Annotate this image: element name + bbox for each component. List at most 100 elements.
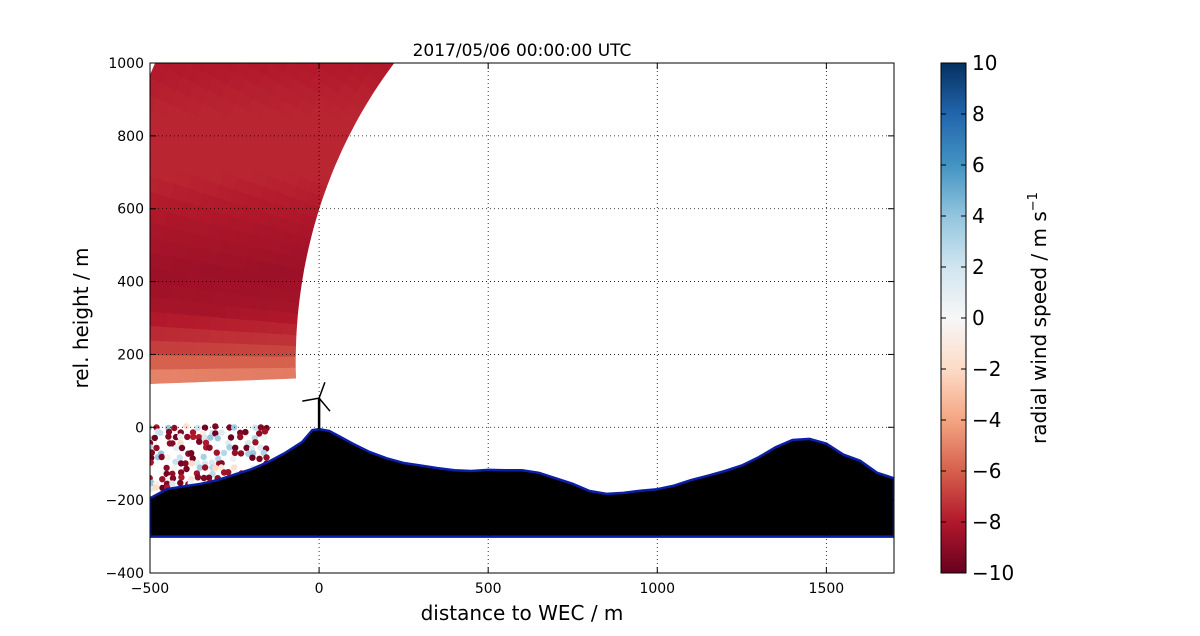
scatter-point	[178, 474, 185, 481]
scatter-point	[208, 459, 216, 466]
wind-cell	[251, 63, 271, 75]
wind-cell	[401, 22, 419, 41]
wind-cell	[310, 17, 329, 37]
wind-cell	[408, 14, 426, 33]
wind-cell	[150, 368, 152, 385]
wind-cell	[111, 182, 129, 201]
wind-cell	[179, 354, 195, 370]
wind-cell	[150, 175, 161, 195]
wind-cell	[175, 42, 195, 63]
wind-cell	[93, 370, 108, 386]
wind-cell	[313, 0, 332, 7]
wind-cell	[164, 326, 181, 342]
scatter-point	[189, 455, 196, 462]
terrain	[150, 427, 894, 538]
y-tick-label: 600	[117, 202, 144, 218]
scatter-point	[190, 433, 197, 440]
scatter-point	[194, 474, 202, 481]
wind-cell	[294, 0, 313, 8]
wind-cell	[277, 40, 296, 60]
wind-cell	[150, 340, 166, 356]
wind-cell	[245, 63, 254, 68]
wind-cell	[208, 355, 224, 369]
scatter-point	[218, 429, 225, 436]
wind-cell	[182, 28, 202, 49]
scatter-point	[227, 434, 235, 441]
scatter-point	[252, 439, 259, 446]
wind-cell	[193, 328, 210, 343]
wind-cell	[150, 325, 167, 342]
wind-cell	[150, 191, 157, 209]
wind-cell	[197, 275, 215, 291]
scatter-point	[242, 428, 249, 436]
x-tick-label: 1000	[639, 581, 675, 597]
wind-cell	[315, 37, 334, 56]
wind-cell	[179, 368, 195, 383]
scatter-point	[182, 460, 189, 467]
wind-cell	[232, 63, 253, 80]
wind-cell	[150, 94, 158, 113]
scatter-point	[194, 424, 201, 432]
wind-cell	[169, 20, 189, 41]
wind-cell	[324, 0, 343, 16]
wind-cell	[251, 355, 267, 369]
x-tick-label: 500	[475, 581, 502, 597]
wind-cell	[182, 286, 199, 303]
wind-cell	[369, 0, 387, 9]
scatter-point	[165, 433, 172, 440]
wind-cell	[208, 10, 228, 31]
wind-cell	[237, 355, 253, 369]
wind-cell	[280, 355, 296, 368]
scatter-point	[243, 444, 250, 451]
wind-cell	[439, 0, 456, 3]
wind-cell	[282, 63, 302, 80]
wind-cell	[93, 338, 108, 354]
colorbar-tick-label: −8	[972, 510, 1001, 534]
colorbar-tick-label: 4	[972, 204, 985, 228]
scatter-point	[202, 439, 210, 446]
scatter-point	[151, 434, 158, 442]
wind-cell	[255, 0, 275, 11]
wind-cell	[100, 244, 117, 262]
wind-cell	[179, 341, 195, 356]
wind-cell	[150, 76, 163, 99]
wind-cell	[413, 0, 431, 6]
scatter-point	[184, 433, 191, 441]
wind-cell	[372, 63, 376, 65]
y-tick-label: 800	[117, 129, 144, 145]
y-axis-label: rel. height / m	[69, 247, 93, 388]
scatter-point	[256, 430, 263, 437]
wind-cell	[151, 311, 168, 328]
scatter-point	[237, 433, 244, 441]
wind-cell	[196, 2, 216, 23]
scatter-point	[218, 464, 225, 471]
wind-cell	[131, 234, 148, 252]
scatter-point	[164, 454, 171, 461]
plot-frame	[149, 62, 895, 574]
colorbar-tick-label: 6	[972, 153, 985, 177]
scatter-point	[188, 450, 195, 457]
wind-cell	[252, 319, 269, 334]
wind-cell	[164, 354, 180, 370]
wind-cell	[150, 281, 156, 298]
wind-cell	[336, 7, 355, 27]
wind-cell	[296, 38, 315, 57]
wind-cell	[347, 17, 365, 36]
wind-cell	[239, 294, 257, 309]
wind-cell	[150, 325, 152, 341]
wind-cell	[181, 63, 202, 84]
turbine-blade	[318, 381, 326, 399]
wind-cell	[193, 354, 209, 370]
wind-cell	[214, 31, 233, 52]
wind-cell	[365, 18, 383, 37]
wind-cell	[356, 63, 375, 74]
wind-cell	[191, 0, 211, 2]
wind-cell	[227, 39, 246, 59]
wind-cell	[150, 111, 152, 117]
wind-cell	[253, 307, 270, 322]
scatter-point	[201, 434, 208, 441]
wind-cell	[150, 206, 154, 223]
wind-cell	[122, 324, 137, 340]
wind-cell	[383, 20, 401, 39]
wind-cell	[154, 268, 172, 286]
